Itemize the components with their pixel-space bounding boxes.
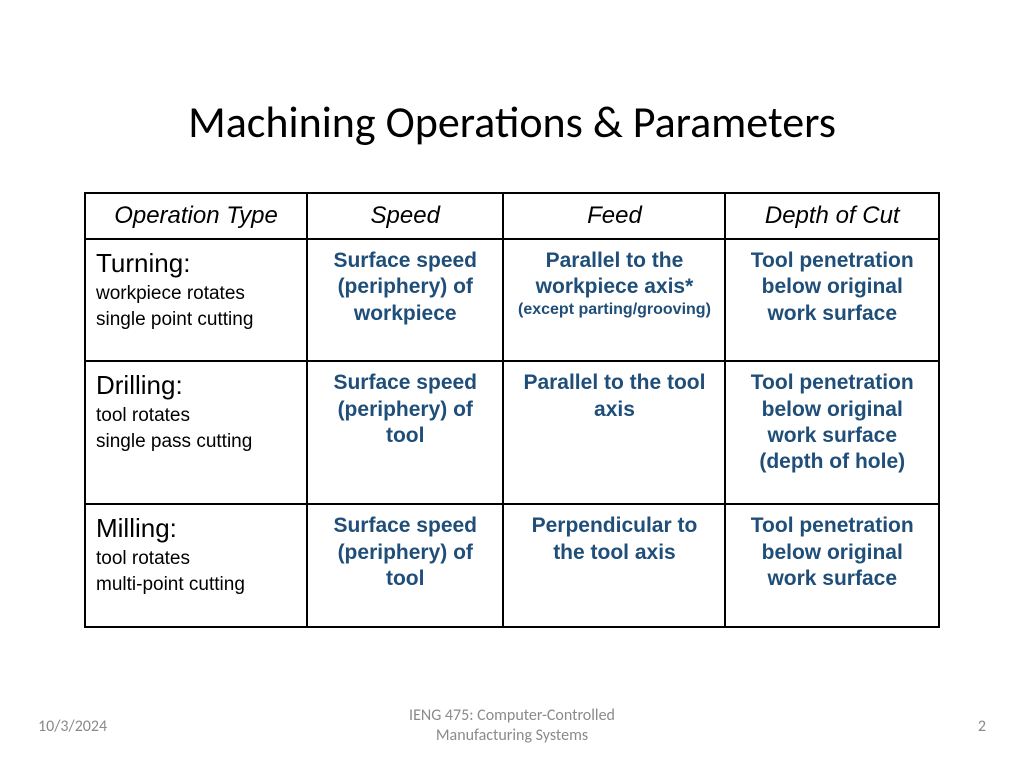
speed-text: Surface speed (periphery) of workpiece [318, 248, 492, 327]
footer-course-line1: IENG 475: Computer-Controlled [409, 706, 615, 725]
operation-title: Drilling: [96, 370, 296, 401]
col-header-operation: Operation Type [85, 193, 307, 239]
parameters-table: Operation Type Speed Feed Depth of Cut T… [84, 192, 940, 628]
col-header-speed: Speed [307, 193, 503, 239]
cell-depth: Tool penetration below original work sur… [725, 361, 939, 504]
col-header-feed: Feed [503, 193, 725, 239]
cell-operation: Drilling: tool rotates single pass cutti… [85, 361, 307, 504]
cell-feed: Parallel to the workpiece axis* (except … [503, 239, 725, 361]
operation-title: Turning: [96, 248, 296, 279]
footer-course: IENG 475: Computer-Controlled Manufactur… [0, 706, 1024, 746]
cell-operation: Milling: tool rotates multi-point cuttin… [85, 504, 307, 626]
cell-speed: Surface speed (periphery) of workpiece [307, 239, 503, 361]
slide: Machining Operations & Parameters Operat… [0, 0, 1024, 768]
depth-text: Tool penetration below original work sur… [736, 370, 928, 475]
cell-depth: Tool penetration below original work sur… [725, 239, 939, 361]
operation-sub1: tool rotates [96, 403, 296, 429]
speed-text: Surface speed (periphery) of tool [318, 370, 492, 449]
operation-title: Milling: [96, 513, 296, 544]
col-header-depth: Depth of Cut [725, 193, 939, 239]
cell-speed: Surface speed (periphery) of tool [307, 504, 503, 626]
cell-feed: Parallel to the tool axis [503, 361, 725, 504]
footer-course-line2: Manufacturing Systems [436, 726, 588, 745]
feed-text: Parallel to the workpiece axis* [514, 248, 714, 301]
feed-text: Parallel to the tool axis [514, 370, 714, 423]
table-row: Turning: workpiece rotates single point … [85, 239, 939, 361]
operation-sub1: workpiece rotates [96, 281, 296, 307]
operation-sub2: multi-point cutting [96, 572, 296, 598]
slide-title: Machining Operations & Parameters [0, 95, 1024, 149]
operation-sub2: single point cutting [96, 307, 296, 333]
table-row: Drilling: tool rotates single pass cutti… [85, 361, 939, 504]
depth-text: Tool penetration below original work sur… [736, 248, 928, 327]
speed-text: Surface speed (periphery) of tool [318, 513, 492, 592]
table-row: Milling: tool rotates multi-point cuttin… [85, 504, 939, 626]
cell-depth: Tool penetration below original work sur… [725, 504, 939, 626]
depth-text: Tool penetration below original work sur… [736, 513, 928, 592]
operation-sub2: single pass cutting [96, 429, 296, 455]
parameters-table-container: Operation Type Speed Feed Depth of Cut T… [84, 192, 940, 628]
table-header-row: Operation Type Speed Feed Depth of Cut [85, 193, 939, 239]
cell-feed: Perpendicular to the tool axis [503, 504, 725, 626]
cell-speed: Surface speed (periphery) of tool [307, 361, 503, 504]
cell-operation: Turning: workpiece rotates single point … [85, 239, 307, 361]
feed-note: (except parting/grooving) [514, 301, 714, 319]
footer-page-number: 2 [978, 717, 986, 736]
feed-text: Perpendicular to the tool axis [514, 513, 714, 566]
operation-sub1: tool rotates [96, 546, 296, 572]
